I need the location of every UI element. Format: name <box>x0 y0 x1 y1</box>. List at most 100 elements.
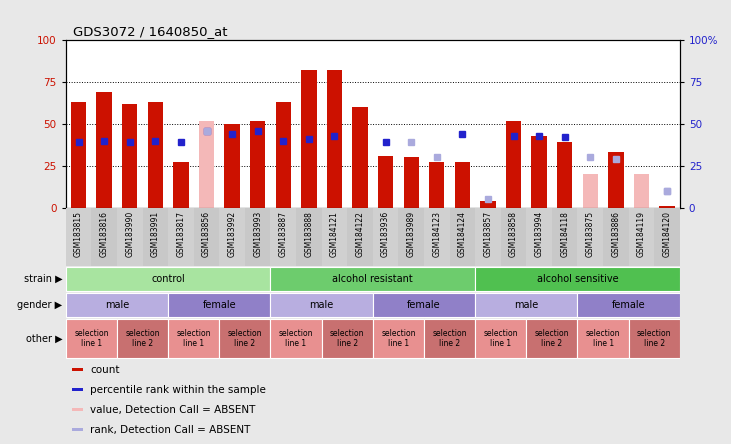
Bar <box>404 158 419 208</box>
Bar <box>577 293 680 317</box>
Text: strain ▶: strain ▶ <box>23 274 62 284</box>
Bar <box>429 163 444 208</box>
Text: GSM183858: GSM183858 <box>509 211 518 257</box>
Text: GSM184120: GSM184120 <box>662 211 672 257</box>
Text: selection
line 2: selection line 2 <box>432 329 467 349</box>
Bar <box>424 208 450 266</box>
Text: other ▶: other ▶ <box>26 333 62 344</box>
Text: selection
line 1: selection line 1 <box>483 329 518 349</box>
Bar <box>322 319 373 358</box>
Text: GSM184121: GSM184121 <box>330 211 339 257</box>
Text: GSM184118: GSM184118 <box>560 211 569 257</box>
Bar <box>583 174 598 208</box>
Bar <box>577 319 629 358</box>
Bar <box>475 208 501 266</box>
Bar <box>378 156 393 208</box>
Text: percentile rank within the sample: percentile rank within the sample <box>91 385 266 395</box>
Text: GSM184119: GSM184119 <box>637 211 646 257</box>
Text: count: count <box>91 365 120 375</box>
Bar <box>72 368 83 371</box>
Bar <box>373 293 475 317</box>
Bar <box>117 319 168 358</box>
Bar <box>66 267 270 291</box>
Bar <box>296 208 322 266</box>
Bar <box>270 267 475 291</box>
Text: GSM183816: GSM183816 <box>99 211 109 257</box>
Text: GSM184124: GSM184124 <box>458 211 467 257</box>
Text: alcohol resistant: alcohol resistant <box>333 274 413 284</box>
Bar <box>480 201 496 208</box>
Bar <box>475 319 526 358</box>
Bar <box>219 208 245 266</box>
Bar <box>66 293 168 317</box>
Text: rank, Detection Call = ABSENT: rank, Detection Call = ABSENT <box>91 424 251 435</box>
Bar <box>173 163 189 208</box>
Bar <box>219 319 270 358</box>
Bar <box>91 208 117 266</box>
Bar <box>531 135 547 208</box>
Bar <box>577 208 603 266</box>
Bar <box>276 102 291 208</box>
Bar <box>506 120 521 208</box>
Bar <box>270 319 322 358</box>
Bar <box>117 208 143 266</box>
Text: GSM183993: GSM183993 <box>253 211 262 257</box>
Bar <box>629 208 654 266</box>
Text: GSM183888: GSM183888 <box>304 211 314 257</box>
Text: GSM184123: GSM184123 <box>432 211 442 257</box>
Bar <box>168 208 194 266</box>
Text: control: control <box>151 274 185 284</box>
Bar <box>373 319 424 358</box>
Text: GSM183989: GSM183989 <box>406 211 416 257</box>
Bar <box>71 102 86 208</box>
Text: GSM184122: GSM184122 <box>355 211 365 257</box>
Bar <box>301 70 317 208</box>
Bar <box>352 107 368 208</box>
Bar <box>224 124 240 208</box>
Text: selection
line 1: selection line 1 <box>381 329 416 349</box>
Text: GSM183857: GSM183857 <box>483 211 493 257</box>
Text: value, Detection Call = ABSENT: value, Detection Call = ABSENT <box>91 404 256 415</box>
Bar <box>245 208 270 266</box>
Bar <box>72 428 83 431</box>
Bar <box>552 208 577 266</box>
Bar <box>143 208 168 266</box>
Text: selection
line 1: selection line 1 <box>279 329 314 349</box>
Bar <box>168 293 270 317</box>
Bar <box>168 319 219 358</box>
Bar <box>148 102 163 208</box>
Bar <box>122 104 137 208</box>
Text: GSM183887: GSM183887 <box>279 211 288 257</box>
Bar <box>199 120 214 208</box>
Bar <box>654 208 680 266</box>
Bar <box>659 206 675 208</box>
Bar <box>634 174 649 208</box>
Text: selection
line 2: selection line 2 <box>227 329 262 349</box>
Text: GSM183856: GSM183856 <box>202 211 211 257</box>
Bar <box>455 163 470 208</box>
Text: male: male <box>105 300 129 310</box>
Text: male: male <box>514 300 539 310</box>
Text: GSM183815: GSM183815 <box>74 211 83 257</box>
Bar <box>475 267 680 291</box>
Text: GSM183817: GSM183817 <box>176 211 186 257</box>
Text: GSM183994: GSM183994 <box>534 211 544 257</box>
Bar <box>450 208 475 266</box>
Bar <box>327 70 342 208</box>
Text: GSM183992: GSM183992 <box>227 211 237 257</box>
Text: female: female <box>202 300 236 310</box>
Bar <box>373 208 398 266</box>
Bar <box>322 208 347 266</box>
Text: selection
line 2: selection line 2 <box>637 329 672 349</box>
Text: GDS3072 / 1640850_at: GDS3072 / 1640850_at <box>73 25 227 38</box>
Text: selection
line 1: selection line 1 <box>74 329 109 349</box>
Text: selection
line 2: selection line 2 <box>534 329 569 349</box>
Text: male: male <box>309 300 334 310</box>
Bar <box>250 120 265 208</box>
Text: GSM183991: GSM183991 <box>151 211 160 257</box>
Text: selection
line 1: selection line 1 <box>176 329 211 349</box>
Bar <box>501 208 526 266</box>
Bar <box>608 152 624 208</box>
Bar <box>629 319 680 358</box>
Text: GSM183936: GSM183936 <box>381 211 390 257</box>
